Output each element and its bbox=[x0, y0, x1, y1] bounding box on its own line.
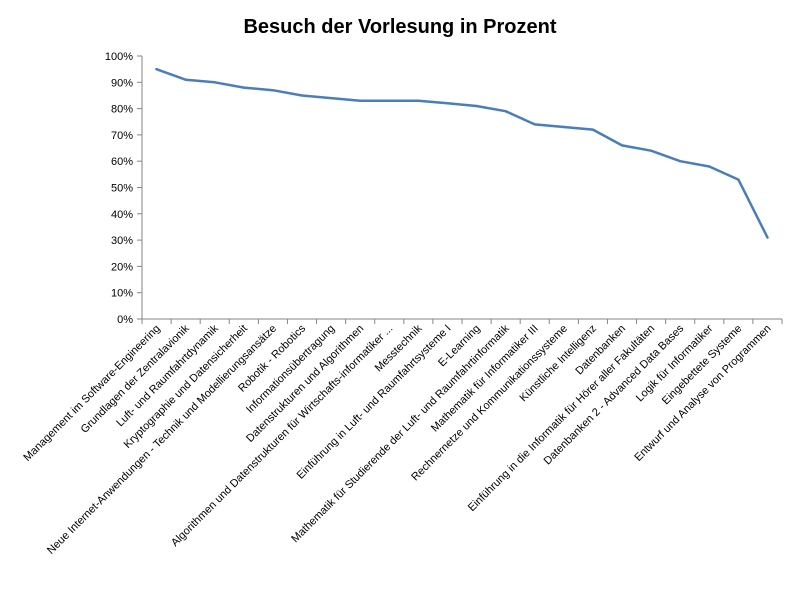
data-point bbox=[766, 236, 769, 239]
data-point bbox=[446, 102, 449, 105]
data-point bbox=[242, 86, 246, 89]
y-tick-label: 30% bbox=[111, 235, 133, 247]
y-tick-label: 100% bbox=[105, 51, 133, 63]
data-point bbox=[649, 149, 653, 152]
y-tick-label: 70% bbox=[111, 130, 133, 142]
data-point bbox=[271, 88, 275, 92]
y-tick-label: 0% bbox=[117, 314, 133, 326]
y-tick-label: 40% bbox=[111, 209, 133, 221]
data-point bbox=[591, 128, 595, 131]
series-line-group bbox=[155, 67, 769, 239]
data-point bbox=[504, 110, 507, 113]
data-point bbox=[475, 104, 478, 108]
data-point bbox=[300, 94, 304, 97]
data-point bbox=[708, 165, 711, 168]
data-point bbox=[417, 99, 420, 102]
x-tick-label: Mathematik für Studierende der Luft- und… bbox=[289, 322, 512, 545]
y-axis: 0% 10% 20% 30% 40% 50% 60% 70% 80% 90% 100% bbox=[105, 51, 143, 326]
data-point bbox=[562, 125, 566, 129]
x-axis: Management im Software-EngineeringGrundl… bbox=[21, 318, 783, 557]
data-point bbox=[678, 160, 682, 163]
data-point bbox=[388, 99, 391, 102]
data-point bbox=[155, 67, 158, 71]
series-line bbox=[155, 67, 769, 239]
chart-title: Besuch der Vorlesung in Prozent bbox=[243, 16, 556, 38]
data-point bbox=[620, 144, 624, 147]
data-point bbox=[329, 96, 333, 100]
y-tick-label: 90% bbox=[111, 77, 133, 89]
data-point bbox=[358, 99, 362, 102]
x-tick-label: Mathematik für Informatiker III bbox=[429, 323, 541, 435]
data-point bbox=[213, 81, 216, 84]
data-point bbox=[737, 178, 740, 181]
y-tick-label: 10% bbox=[111, 288, 133, 300]
data-point bbox=[533, 123, 536, 126]
data-point bbox=[184, 78, 187, 81]
y-tick-label: 80% bbox=[111, 104, 133, 116]
y-tick-label: 60% bbox=[111, 156, 133, 168]
y-tick-label: 50% bbox=[111, 183, 133, 195]
y-tick-label: 20% bbox=[111, 261, 133, 273]
x-tick-label: Entwurf und Analyse von Programmen bbox=[632, 323, 773, 464]
